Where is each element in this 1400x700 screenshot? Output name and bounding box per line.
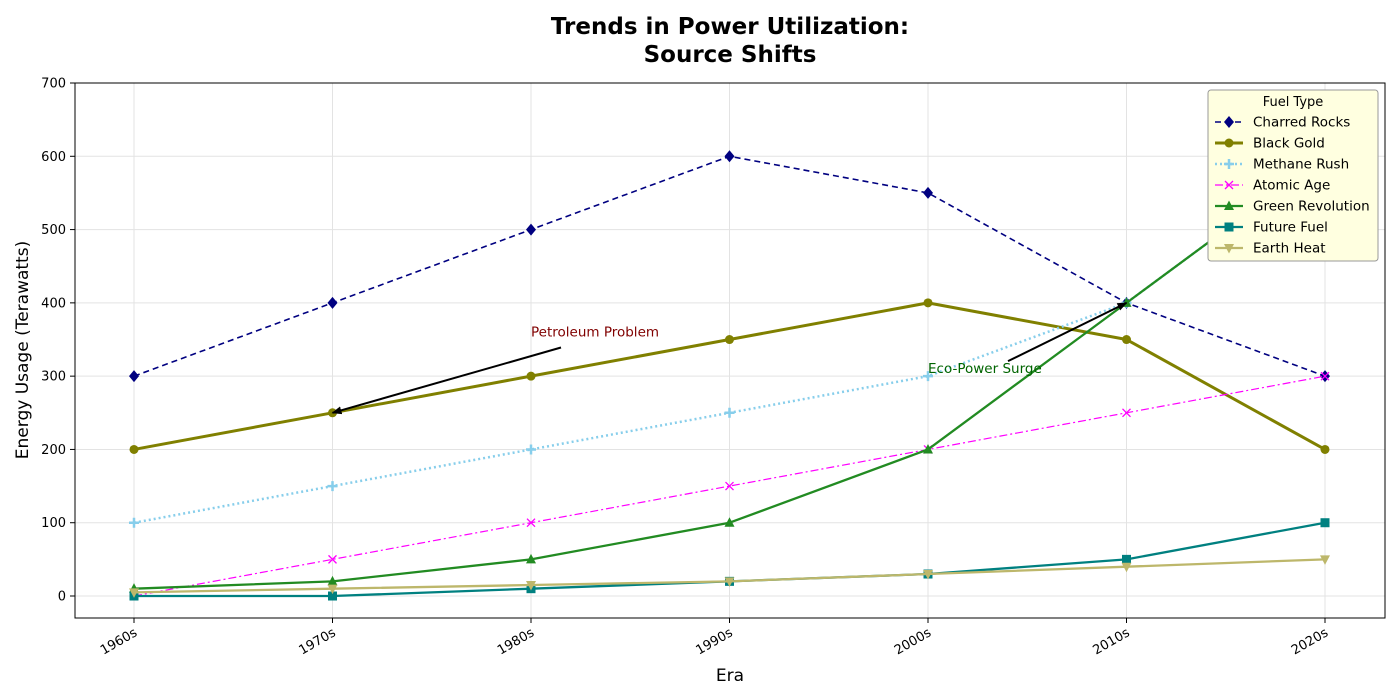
legend-box <box>1207 89 1379 262</box>
x-tick-label: 1960s <box>98 625 140 658</box>
legend-marker <box>1224 138 1234 148</box>
legend-label: Earth Heat <box>1253 241 1326 257</box>
y-tick-label: 200 <box>41 443 66 458</box>
data-point <box>724 577 735 587</box>
x-tick-label: 2010s <box>1090 625 1132 658</box>
data-point <box>526 444 536 455</box>
y-tick-label: 300 <box>41 370 66 385</box>
legend-label: Black Gold <box>1253 136 1325 152</box>
legend-label: Charred Rocks <box>1253 115 1350 131</box>
legend-marker <box>1224 180 1234 190</box>
y-axis-ticks: 0 100 200 300 400 500 600 700 <box>41 77 75 605</box>
data-point <box>725 481 734 491</box>
chart-title-line-1: Trends in Power Utilization: <box>551 14 909 40</box>
data-point <box>327 584 338 595</box>
data-point <box>1320 371 1330 381</box>
x-axis-ticks: 1960s 1970s 1980s 1990s 2000s 2010s 2020s <box>98 618 1331 658</box>
annotation-text: Eco-Power Surge <box>928 361 1042 377</box>
data-point <box>129 370 139 383</box>
legend: Fuel Type Charred Rocks Black Gold Methane… <box>1207 89 1379 262</box>
y-axis-label: Energy Usage (Terawatts) <box>13 241 33 459</box>
data-point <box>328 591 337 601</box>
y-tick-label: 700 <box>41 77 66 92</box>
y-tick-label: 0 <box>58 590 66 605</box>
legend-label: Atomic Age <box>1253 178 1330 194</box>
data-point <box>923 298 933 308</box>
legend-marker <box>1224 116 1234 128</box>
data-point <box>724 517 735 527</box>
annotation-arrow <box>1007 301 1128 363</box>
data-point <box>1122 335 1131 345</box>
annotation-layer: Petroleum Problem Eco-Power Surge <box>331 301 1128 415</box>
data-point <box>327 481 338 492</box>
y-tick-label: 500 <box>41 223 66 238</box>
data-point <box>1122 408 1131 418</box>
data-point <box>1320 518 1330 528</box>
data-point <box>129 588 139 598</box>
x-axis-label: Era <box>716 666 744 686</box>
legend-item: Methane Rush <box>1215 157 1349 173</box>
legend-marker <box>1224 222 1234 232</box>
y-tick-label: 400 <box>41 296 66 311</box>
data-point <box>923 443 933 454</box>
legend-item: Future Fuel <box>1215 220 1328 236</box>
x-tick-label: 2020s <box>1289 625 1331 658</box>
legend-items: Charred Rocks Black Gold Methane Rush Atomi… <box>1215 115 1370 257</box>
legend-label: Green Revolution <box>1253 199 1370 215</box>
legend-item: Charred Rocks <box>1215 115 1350 131</box>
series-earth-heat <box>129 555 1330 598</box>
data-point <box>129 517 139 528</box>
legend-item: Black Gold <box>1215 136 1325 152</box>
data-point <box>923 570 933 580</box>
chart-title-line-2: Source Shifts <box>644 42 817 68</box>
data-point <box>328 554 337 564</box>
x-tick-label: 1980s <box>495 625 537 658</box>
data-point <box>1320 444 1330 454</box>
data-point <box>129 444 139 454</box>
legend-marker <box>1224 200 1234 210</box>
legend-label: Future Fuel <box>1253 220 1328 236</box>
data-point <box>725 335 734 345</box>
grid <box>75 82 1385 618</box>
data-point <box>1121 562 1132 573</box>
data-point <box>923 371 933 382</box>
legend-label: Methane Rush <box>1253 157 1349 173</box>
legend-title: Fuel Type <box>1263 95 1324 110</box>
x-tick-label: 1990s <box>693 625 735 658</box>
annotation-arrow <box>331 346 562 415</box>
data-point <box>526 371 536 381</box>
legend-item: Green Revolution <box>1215 199 1370 215</box>
series-methane-rush <box>129 151 1330 528</box>
legend-marker <box>1224 159 1234 169</box>
x-tick-label: 1970s <box>296 625 338 658</box>
data-point <box>327 296 338 309</box>
data-point <box>526 518 536 528</box>
legend-marker <box>1224 244 1234 254</box>
data-point <box>1122 554 1131 564</box>
y-tick-label: 600 <box>41 150 66 165</box>
data-point <box>327 575 338 586</box>
data-point <box>923 186 933 199</box>
annotation-text: Petroleum Problem <box>531 325 659 341</box>
data-point <box>724 150 735 163</box>
legend-item: Earth Heat <box>1215 241 1326 257</box>
annotation: Petroleum Problem <box>331 325 659 415</box>
x-tick-label: 2000s <box>892 625 934 658</box>
y-tick-label: 100 <box>41 516 66 531</box>
data-point <box>526 223 536 236</box>
data-point <box>724 407 735 418</box>
annotation: Eco-Power Surge <box>928 301 1128 377</box>
data-point <box>526 553 536 564</box>
legend-item: Atomic Age <box>1215 178 1330 194</box>
data-point <box>1320 555 1330 565</box>
data-point <box>526 581 536 591</box>
